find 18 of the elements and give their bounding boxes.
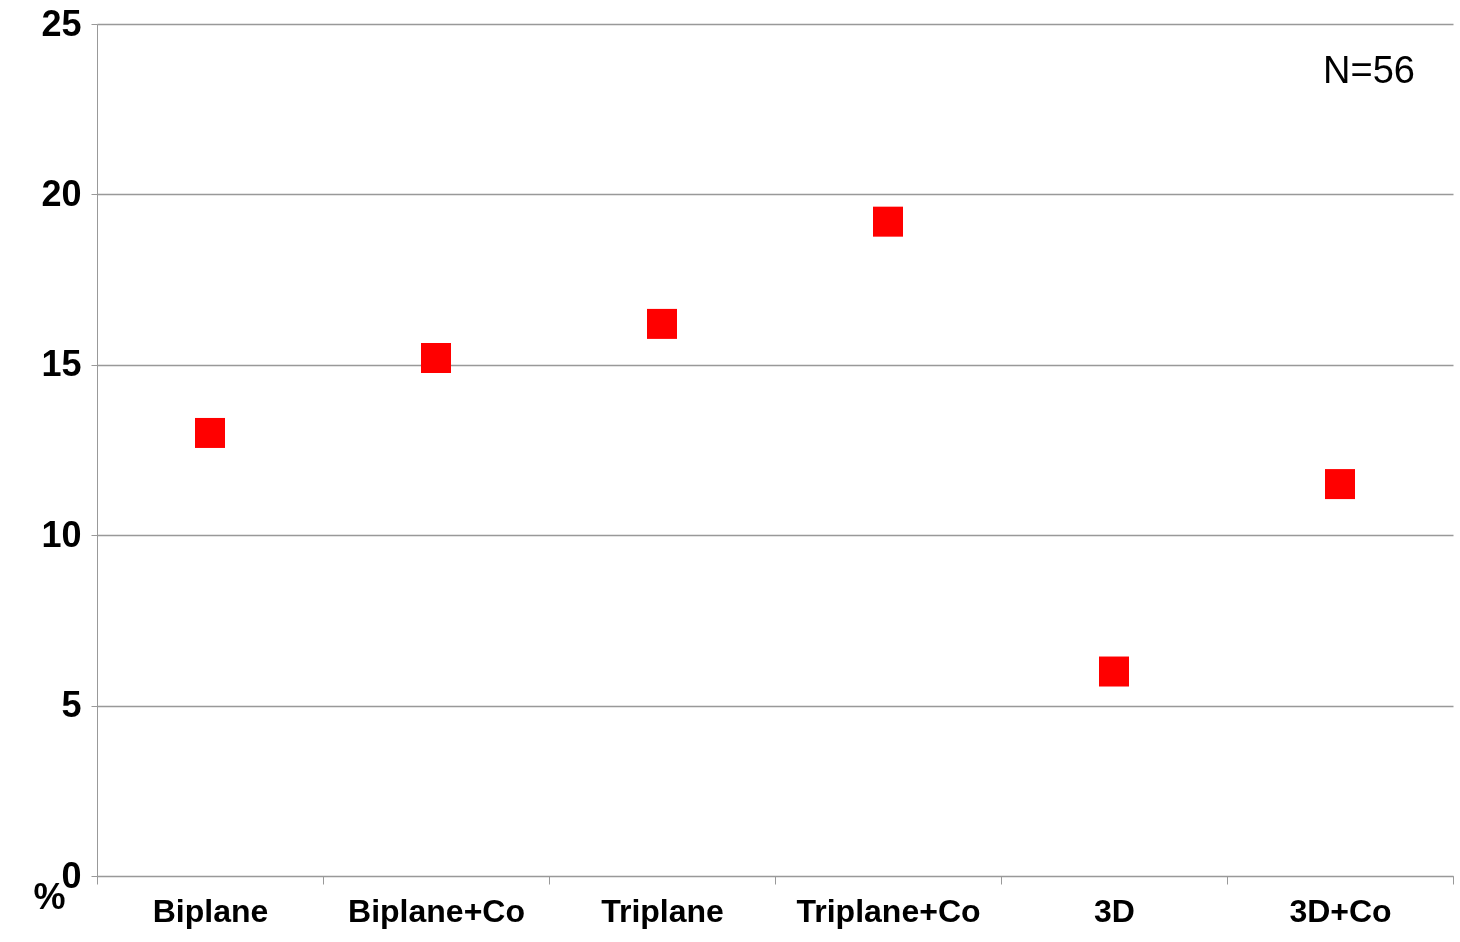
x-tick-label: 3D (1094, 892, 1135, 929)
x-tick-label: Biplane (152, 892, 269, 929)
y-tick-label: 20 (41, 172, 82, 214)
y-tick-label: 15 (41, 343, 82, 385)
point (421, 342, 451, 373)
point (195, 417, 225, 448)
y-tick-label: 10 (41, 513, 82, 555)
annotation: N=56 (1323, 49, 1415, 91)
x-tick-label: 3D+Co (1289, 892, 1392, 929)
x-tick-label: Triplane (601, 892, 724, 929)
point (1325, 469, 1355, 500)
x-tick-label: Triplane+Co (796, 892, 981, 929)
x-tick-label: Biplane+Co (348, 892, 525, 929)
point (1099, 656, 1129, 687)
point (647, 308, 677, 339)
y-tick-label: 25 (41, 2, 82, 44)
y-tick-label: 5 (61, 684, 82, 726)
point (873, 206, 903, 237)
